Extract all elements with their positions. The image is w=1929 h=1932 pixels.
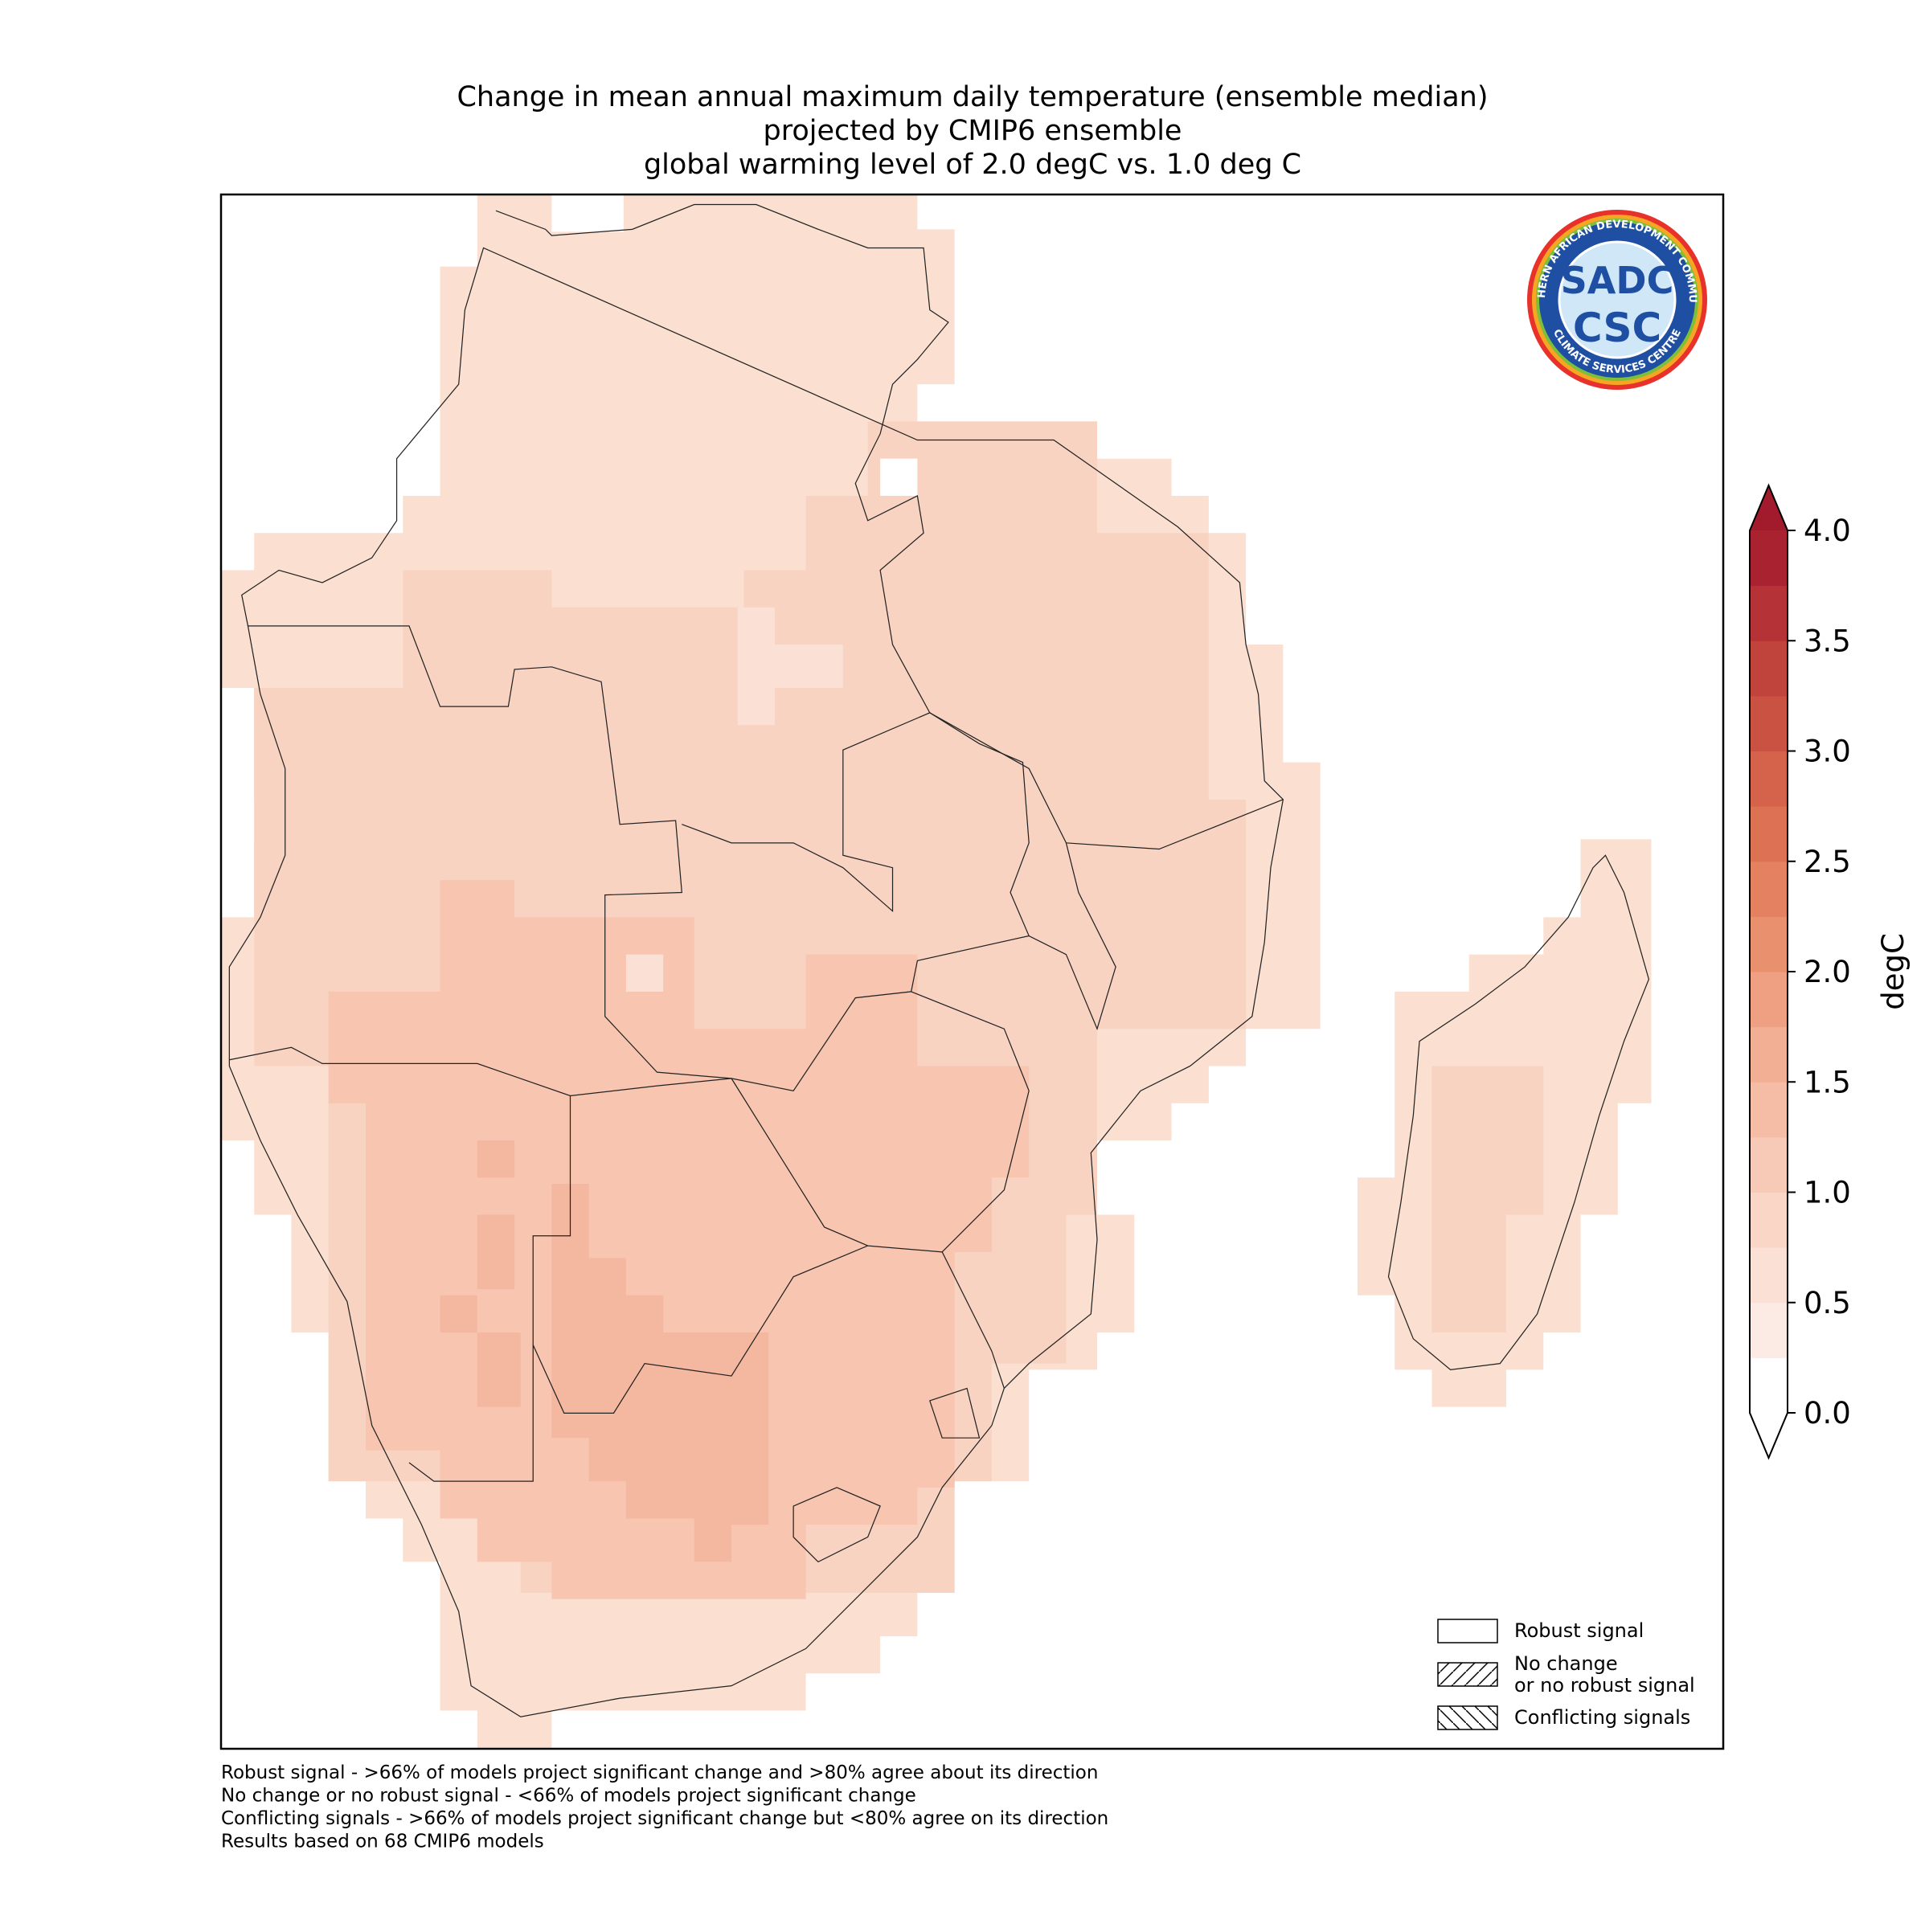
- logo-line2: CSC: [1573, 305, 1661, 351]
- colorbar-tick-label: 3.0: [1804, 735, 1851, 769]
- colorbar-tick-label: 1.0: [1804, 1176, 1851, 1210]
- colorbar: 0.0 0.5 1.0 1.5 2.0 2.5 3.0 3.5 4.0 degC: [1749, 483, 1911, 1460]
- colorbar-tick-label: 0.0: [1804, 1396, 1851, 1431]
- colorbar-tick-label: 3.5: [1804, 624, 1851, 658]
- colorbar-bin: [1750, 861, 1788, 917]
- map-frame: [219, 193, 1725, 1750]
- colorbar-tick-label: 1.5: [1804, 1065, 1851, 1099]
- colorbar-bin: [1750, 1302, 1788, 1358]
- title-line: global warming level of 2.0 degC vs. 1.0…: [644, 149, 1301, 181]
- colorbar-bin: [1750, 916, 1788, 972]
- colorbar-bin: [1750, 695, 1788, 751]
- legend-label: No change: [1514, 1652, 1618, 1675]
- title-line: projected by CMIP6 ensemble: [764, 115, 1182, 147]
- colorbar-tick-label: 2.5: [1804, 845, 1851, 879]
- colorbar-bin: [1750, 972, 1788, 1028]
- land-cells: [220, 194, 1652, 1748]
- footnotes: Robust signal - >66% of models project s…: [221, 1762, 1108, 1852]
- colorbar-bin: [1750, 1026, 1788, 1083]
- title-line: Change in mean annual maximum daily temp…: [457, 81, 1488, 113]
- footnote: Conflicting signals - >66% of models pro…: [221, 1808, 1108, 1829]
- colorbar-bin: [1750, 1357, 1788, 1414]
- colorbar-tick-label: 0.5: [1804, 1286, 1851, 1320]
- colorbar-bin: [1750, 806, 1788, 862]
- colorbar-label: degC: [1876, 933, 1911, 1010]
- colorbar-tick-label: 2.0: [1804, 955, 1851, 989]
- logo-line1: SADC: [1561, 259, 1674, 302]
- footnote: Results based on 68 CMIP6 models: [221, 1832, 544, 1852]
- colorbar-under: [1750, 1413, 1788, 1458]
- colorbar-bin: [1750, 1192, 1788, 1248]
- colorbar-bin: [1750, 1082, 1788, 1138]
- legend-label: Robust signal: [1514, 1619, 1644, 1642]
- map: [220, 194, 1652, 1748]
- footnote: Robust signal - >66% of models project s…: [221, 1762, 1098, 1783]
- colorbar-bin: [1750, 530, 1788, 587]
- colorbar-bin: [1750, 1136, 1788, 1193]
- colorbar-bin: [1750, 751, 1788, 807]
- legend-swatch: [1437, 1662, 1498, 1687]
- colorbar-tick-label: 4.0: [1804, 514, 1851, 548]
- legend-label: or no robust signal: [1514, 1674, 1695, 1697]
- colorbar-over: [1750, 485, 1788, 530]
- colorbar-bin: [1750, 585, 1788, 641]
- legend-label: Conflicting signals: [1514, 1706, 1690, 1729]
- title: Change in mean annual maximum daily temp…: [457, 81, 1488, 181]
- footnote: No change or no robust signal - <66% of …: [221, 1786, 916, 1807]
- colorbar-bin: [1750, 1247, 1788, 1304]
- coastline: [228, 203, 1650, 1717]
- legend-swatch: [1437, 1705, 1498, 1730]
- legend-swatch: [1437, 1619, 1498, 1643]
- colorbar-bin: [1750, 641, 1788, 697]
